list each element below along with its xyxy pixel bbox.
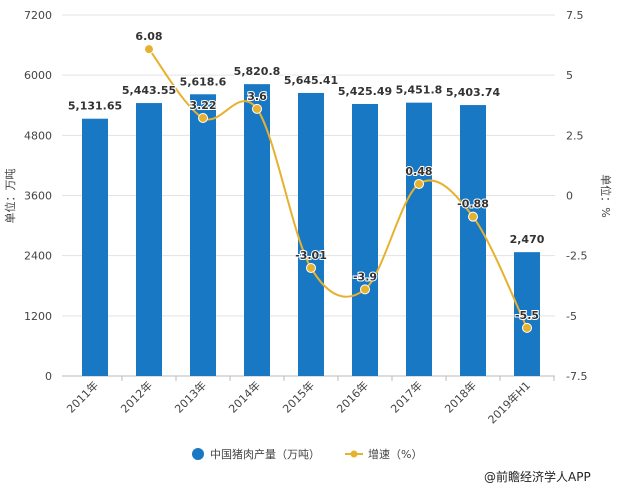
bar <box>514 252 540 376</box>
left-tick-label: 6000 <box>24 69 52 82</box>
left-tick-label: 3600 <box>24 190 52 203</box>
bar-value-label: 5,443.55 <box>122 84 176 97</box>
legend-bar-marker <box>192 448 204 460</box>
left-axis-title: 单位：万吨 <box>3 169 17 224</box>
source-credit: @前瞻经济学人APP <box>484 470 591 484</box>
growth-point <box>252 103 262 114</box>
growth-value-label: -0.88 <box>457 198 489 211</box>
growth-point <box>522 322 532 333</box>
bar <box>298 92 324 377</box>
growth-point <box>414 178 424 189</box>
bar-value-label: 5,131.65 <box>68 100 122 113</box>
legend-line-dot <box>350 450 358 458</box>
bar <box>406 102 432 377</box>
growth-value-label: 3.6 <box>247 90 267 103</box>
x-tick-label: 2015年 <box>280 378 317 415</box>
left-tick-label: 4800 <box>24 129 52 142</box>
bar-value-label: 5,451.8 <box>396 84 443 97</box>
bar-value-label: 5,425.49 <box>338 85 392 98</box>
growth-point <box>360 284 370 295</box>
growth-point <box>306 262 316 273</box>
growth-point <box>198 113 208 124</box>
bar <box>460 105 486 377</box>
growth-value-label: -3.01 <box>295 249 327 262</box>
bar <box>244 84 270 377</box>
growth-point <box>144 44 154 55</box>
right-axis-title: 单位：% <box>599 174 613 217</box>
bar-value-label: 5,618.6 <box>180 75 227 88</box>
x-tick-label: 2019年H1 <box>485 378 533 426</box>
x-tick-label: 2018年 <box>442 378 479 415</box>
x-tick-label: 2017年 <box>388 378 425 415</box>
growth-value-label: -5.5 <box>515 309 539 322</box>
legend-bar-label: 中国猪肉产量（万吨） <box>210 447 320 461</box>
left-tick-label: 0 <box>45 370 52 383</box>
bar <box>352 103 378 377</box>
x-tick-label: 2012年 <box>118 378 155 415</box>
left-tick-label: 2400 <box>24 250 52 263</box>
growth-point <box>468 211 478 222</box>
left-tick-label: 1200 <box>24 310 52 323</box>
growth-value-label: 0.48 <box>405 165 432 178</box>
right-tick-label: 7.5 <box>566 9 584 22</box>
x-tick-label: 2016年 <box>334 378 371 415</box>
bar <box>136 103 162 376</box>
bar-value-label: 5,645.41 <box>284 74 338 87</box>
bar-value-label: 2,470 <box>510 233 545 246</box>
x-tick-label: 2014年 <box>226 378 263 415</box>
growth-value-label: 3.22 <box>189 99 216 112</box>
growth-value-label: -3.9 <box>353 270 377 283</box>
bar-value-label: 5,820.8 <box>234 65 281 78</box>
x-tick-label: 2011年 <box>64 378 101 415</box>
right-tick-label: 5 <box>566 69 573 82</box>
growth-value-label: 6.08 <box>135 30 162 43</box>
bar <box>82 118 108 376</box>
bar-value-label: 5,403.74 <box>446 86 501 99</box>
bar <box>190 94 216 376</box>
x-tick-label: 2013年 <box>172 378 209 415</box>
left-tick-label: 7200 <box>24 9 52 22</box>
right-tick-label: 2.5 <box>566 129 584 142</box>
right-tick-label: -7.5 <box>566 370 587 383</box>
right-tick-label: 0 <box>566 190 573 203</box>
right-tick-label: -2.5 <box>566 250 587 263</box>
right-tick-label: -5 <box>566 310 577 323</box>
legend-line-label: 增速（%） <box>368 447 422 461</box>
